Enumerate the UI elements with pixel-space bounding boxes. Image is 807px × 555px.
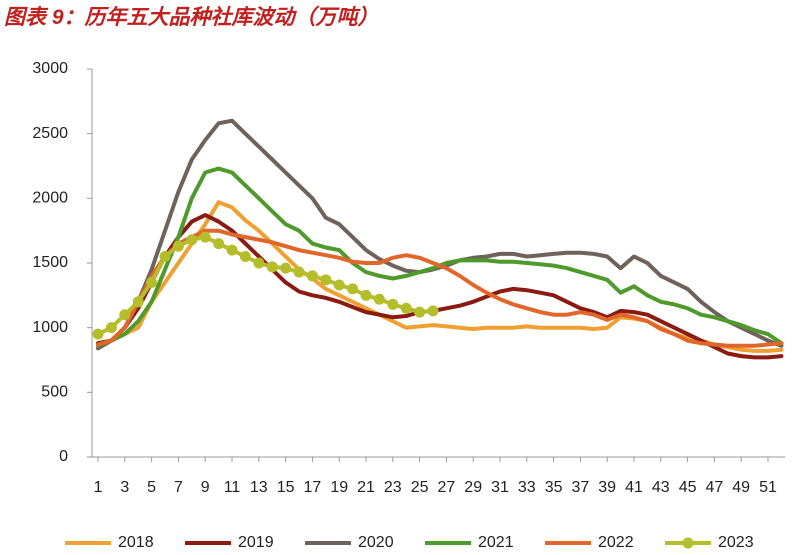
legend-label: 2023 [718, 534, 754, 551]
x-tick-label: 35 [545, 479, 563, 496]
series-marker [280, 262, 292, 274]
x-tick-label: 27 [438, 479, 456, 496]
y-tick-label: 2000 [32, 190, 68, 207]
legend-label: 2020 [358, 534, 394, 551]
y-tick-label: 3000 [32, 60, 68, 77]
series-line [96, 213, 784, 360]
x-tick-label: 45 [679, 479, 697, 496]
legend-label: 2021 [478, 534, 514, 551]
series-marker [387, 298, 399, 310]
series-marker [266, 261, 278, 273]
x-tick-label: 19 [330, 479, 348, 496]
x-tick-label: 51 [759, 479, 777, 496]
series-marker [427, 305, 439, 317]
series-marker [105, 322, 117, 334]
series-marker [159, 251, 171, 263]
series-marker [400, 302, 412, 314]
x-tick-label: 7 [174, 479, 183, 496]
series-line [96, 166, 784, 348]
series-marker [146, 276, 158, 288]
x-tick-label: 17 [304, 479, 322, 496]
y-tick-label: 2500 [32, 125, 68, 142]
x-tick-label: 49 [732, 479, 750, 496]
x-tick-label: 1 [94, 479, 103, 496]
series-marker [347, 283, 359, 295]
x-tick-label: 11 [224, 479, 241, 496]
series-marker [414, 306, 426, 318]
x-tick-label: 47 [705, 479, 723, 496]
x-tick-label: 29 [464, 479, 482, 496]
series-marker [253, 257, 265, 269]
legend-label: 2019 [238, 534, 274, 551]
series-marker [119, 309, 131, 321]
x-tick-label: 39 [598, 479, 616, 496]
series-marker [239, 251, 251, 263]
x-tick-label: 15 [277, 479, 295, 496]
x-tick-label: 33 [518, 479, 536, 496]
series-marker [213, 238, 225, 250]
series-marker [320, 274, 332, 286]
x-tick-label: 13 [250, 479, 268, 496]
legend-label: 2018 [118, 534, 154, 551]
series-marker [199, 231, 211, 243]
x-tick-label: 23 [384, 479, 402, 496]
series-marker [360, 289, 372, 301]
series-marker [293, 266, 305, 278]
y-tick-label: 1500 [32, 254, 68, 271]
x-tick-label: 21 [357, 479, 375, 496]
y-tick-label: 500 [41, 384, 68, 401]
legend-label: 2022 [598, 534, 634, 551]
chart-title: 图表 9：历年五大品种社库波动（万吨） [4, 5, 379, 29]
x-tick-label: 31 [491, 479, 509, 496]
y-tick-label: 1000 [32, 319, 68, 336]
series-line [96, 228, 784, 348]
x-tick-label: 5 [147, 479, 156, 496]
series-marker [373, 293, 385, 305]
x-tick-label: 43 [652, 479, 670, 496]
series-marker [333, 279, 345, 291]
series-marker [306, 270, 318, 282]
x-tick-label: 25 [411, 479, 429, 496]
series-marker [92, 328, 104, 340]
series-marker [132, 296, 144, 308]
series-marker [226, 244, 238, 256]
x-tick-label: 37 [571, 479, 589, 496]
x-tick-label: 9 [201, 479, 210, 496]
x-tick-label: 3 [120, 479, 129, 496]
x-tick-label: 41 [625, 479, 643, 496]
y-tick-label: 0 [59, 448, 68, 465]
legend-marker [682, 537, 694, 549]
series-marker [186, 234, 198, 246]
series-marker [172, 240, 184, 252]
